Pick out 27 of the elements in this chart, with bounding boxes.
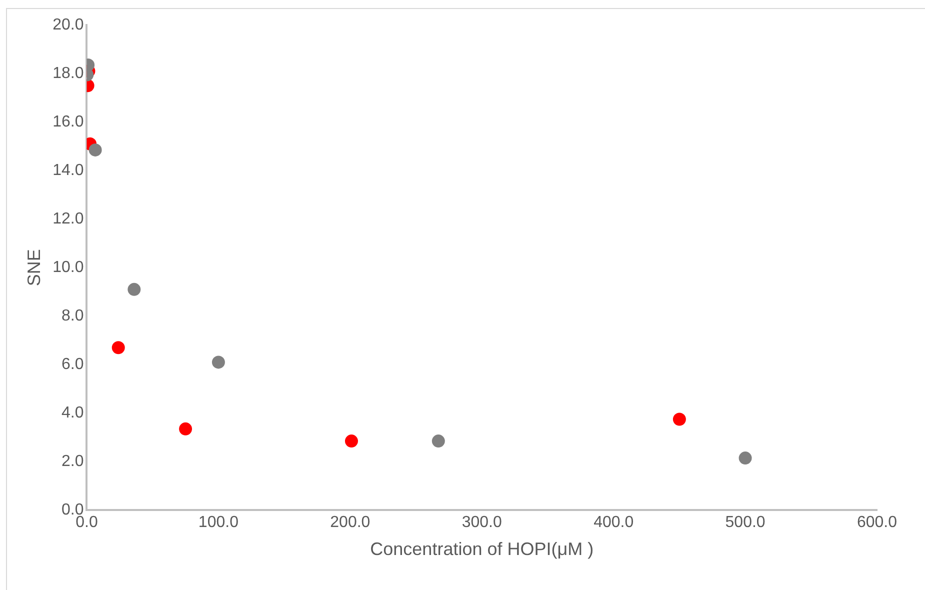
x-tick-label: 500.0 (725, 514, 766, 532)
y-tick-label: 20.0 (52, 16, 84, 34)
x-tick-label: 600.0 (856, 514, 898, 532)
point (344, 434, 358, 448)
y-tick-label: 8.0 (61, 308, 84, 325)
point (112, 341, 125, 354)
point (212, 356, 225, 369)
x-tick-label: 100.0 (198, 514, 239, 532)
y-tick-label: 16.0 (52, 113, 84, 130)
point (179, 422, 192, 436)
y-tick-label: 14.0 (52, 162, 84, 179)
point (672, 412, 686, 426)
point (432, 434, 445, 448)
y-tick-label: 12.0 (52, 210, 84, 228)
y-tick-label: 2.0 (61, 453, 84, 470)
y-tick-label: 18.0 (52, 64, 84, 82)
x-tick-label: 200.0 (330, 514, 370, 532)
y-tick-label: 10.0 (52, 259, 84, 276)
point (88, 143, 102, 156)
y-tick-label: 6.0 (61, 356, 84, 374)
point (128, 282, 141, 296)
y-axis-title: SNE (24, 249, 44, 286)
x-axis-title: Concentration of HOPI(μM ) (370, 539, 594, 560)
point (738, 452, 752, 465)
x-tick-label: 400.0 (594, 514, 634, 532)
x-tick-label: 300.0 (462, 514, 502, 532)
y-tick-label: 4.0 (61, 404, 84, 422)
